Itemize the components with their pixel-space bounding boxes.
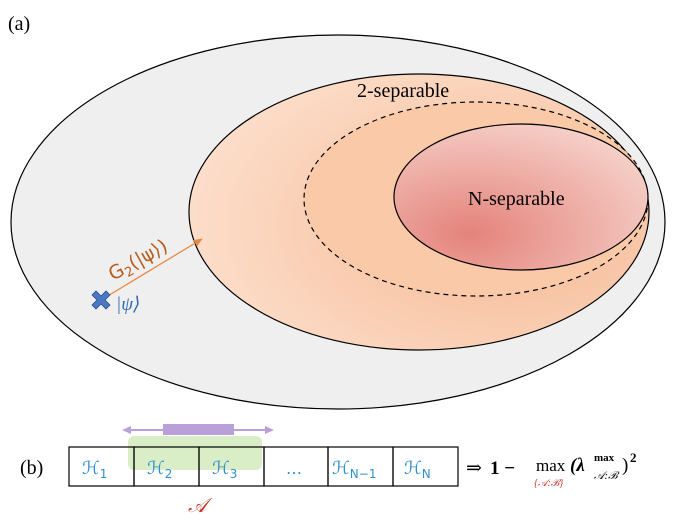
bipartition-left-arrowhead (122, 426, 131, 434)
two-separable-label: 2-separable (357, 80, 449, 102)
formula-lambda-sup: max (594, 452, 615, 464)
hilbert-cell (392, 446, 459, 487)
bipartition-bar (163, 424, 234, 435)
formula-implies: ⇒ (466, 458, 482, 479)
formula-power: 2 (630, 450, 637, 465)
formula-max: max (536, 456, 566, 475)
n-separable-ellipse (393, 123, 649, 271)
cell-ellipsis-label: … (286, 459, 302, 478)
formula-lambda: (λ (570, 455, 585, 476)
hilbert-cell-labels: ℋ1 ℋ2 ℋ3 … ℋN−1 ℋN (82, 458, 431, 481)
formula-lambda-sub: 𝒜:ℬ (594, 470, 620, 482)
formula-max-subscript: {𝒜:ℬ} (534, 478, 563, 489)
cell-3-label: ℋ3 (212, 458, 237, 481)
n-separable-label: N-separable (468, 188, 565, 210)
panel-a-label: (a) (8, 13, 30, 35)
subset-a-label: 𝒜 (188, 495, 213, 517)
distance-arrow (105, 238, 203, 298)
hilbert-space-row (68, 446, 459, 487)
bipartition-right-arrowhead (265, 426, 274, 434)
x-cross-icon (91, 290, 111, 310)
formula-close: ) (622, 455, 628, 476)
cell-1-label: ℋ1 (82, 458, 107, 481)
panel-b-label: (b) (20, 457, 43, 479)
subset-a-highlight (128, 436, 262, 470)
formula-one-minus: 1 − (490, 458, 515, 479)
cell-n-minus-1-label: ℋN−1 (332, 458, 376, 481)
cell-2-label: ℋ2 (147, 458, 172, 481)
fidelity-formula: ⇒ 1 − max {𝒜:ℬ} (λ max 𝒜:ℬ ) 2 (466, 450, 637, 489)
cell-n-label: ℋN (404, 458, 431, 481)
psi-state-label: |ψ⟩ (116, 294, 140, 315)
